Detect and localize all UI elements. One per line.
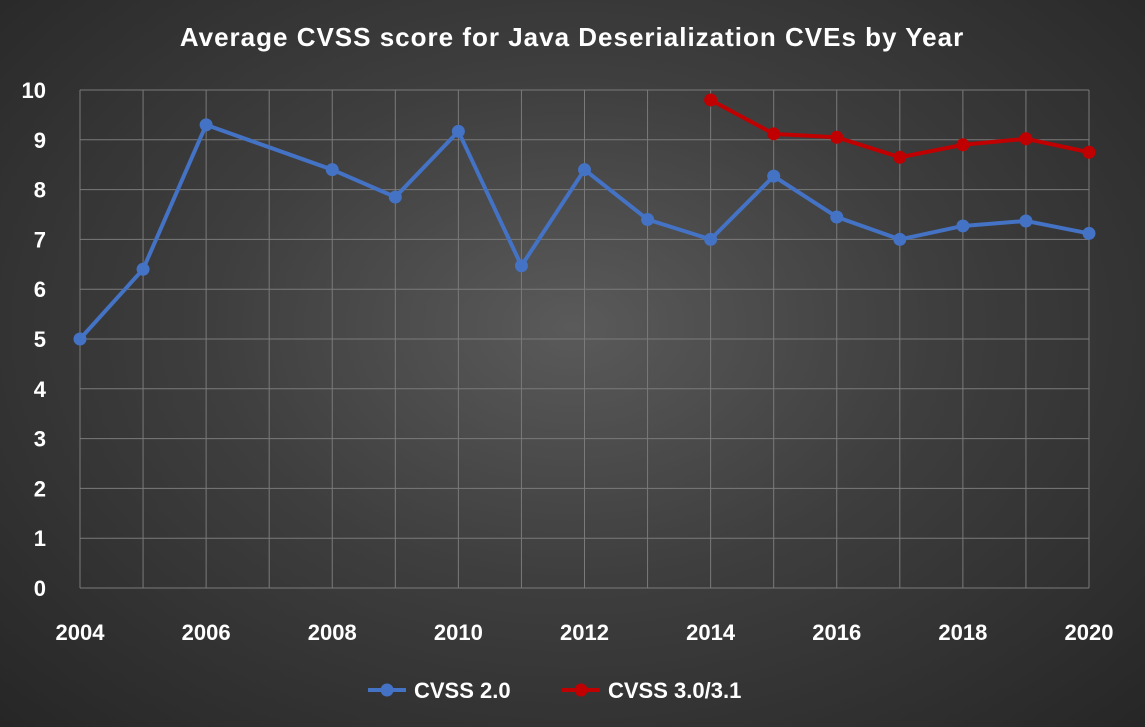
x-tick-label: 2004 (56, 620, 106, 645)
data-point (325, 163, 339, 177)
x-tick-label: 2020 (1065, 620, 1114, 645)
data-point (1019, 132, 1033, 146)
x-tick-label: 2014 (686, 620, 736, 645)
data-point (451, 124, 465, 138)
x-tick-label: 2008 (308, 620, 357, 645)
data-point (767, 127, 781, 141)
chart-title: Average CVSS score for Java Deserializat… (180, 22, 964, 52)
data-point (704, 232, 718, 246)
data-point (1082, 226, 1096, 240)
y-tick-label: 9 (34, 128, 46, 153)
data-point (1019, 214, 1033, 228)
data-point (830, 130, 844, 144)
data-point (514, 259, 528, 273)
data-point (388, 190, 402, 204)
y-tick-label: 3 (34, 427, 46, 452)
legend-label: CVSS 3.0/3.1 (608, 678, 741, 703)
y-tick-label: 2 (34, 476, 46, 501)
legend-label: CVSS 2.0 (414, 678, 511, 703)
x-tick-label: 2018 (938, 620, 987, 645)
series-line-1 (78, 122, 1091, 341)
y-tick-label: 1 (34, 526, 46, 551)
data-point (830, 210, 844, 224)
legend-marker (574, 683, 588, 697)
x-tick-label: 2010 (434, 620, 483, 645)
y-tick-label: 7 (34, 227, 46, 252)
legend: CVSS 2.0 CVSS 3.0/3.1 (368, 678, 741, 703)
y-tick-label: 4 (34, 377, 47, 402)
y-tick-label: 6 (34, 277, 46, 302)
gridlines (79, 89, 1090, 589)
data-point (893, 150, 907, 164)
data-point (956, 219, 970, 233)
y-tick-label: 10 (22, 78, 46, 103)
data-point (956, 138, 970, 152)
series-lines (73, 93, 1096, 346)
x-tick-label: 2016 (812, 620, 861, 645)
data-point (893, 232, 907, 246)
x-tick-label: 2006 (182, 620, 231, 645)
data-point (73, 332, 87, 346)
axes: 0 1 2 3 4 5 6 7 8 9 10 2004 2006 2008 2010 2012 2014 2016… (22, 78, 1114, 645)
data-point (578, 163, 591, 177)
y-tick-label: 8 (34, 178, 46, 203)
y-tick-label: 0 (34, 576, 46, 601)
data-point (704, 93, 718, 107)
data-point (641, 212, 655, 226)
data-point (136, 262, 150, 276)
y-tick-label: 5 (34, 327, 46, 352)
data-point (1082, 145, 1096, 159)
x-tick-label: 2012 (560, 620, 609, 645)
legend-marker (380, 683, 394, 697)
data-point (199, 118, 213, 132)
data-point (767, 169, 781, 183)
